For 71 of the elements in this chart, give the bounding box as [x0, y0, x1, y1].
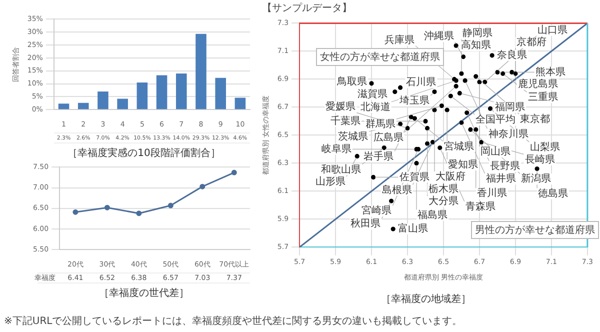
annotation: 沖縄県 — [424, 30, 454, 42]
point — [168, 202, 174, 208]
annotation: 広島県 — [373, 131, 404, 144]
bar — [136, 82, 148, 110]
annotation: 岩手県 — [364, 150, 394, 162]
point — [104, 204, 110, 210]
annotation: 全国平均 — [476, 114, 516, 126]
annotation: 愛知県 — [448, 158, 478, 171]
bar — [215, 78, 226, 110]
annotation: 長野県 — [490, 160, 520, 172]
point — [231, 170, 237, 176]
annotation: 宮城県 — [444, 140, 474, 152]
annotation: 鳥取県 — [336, 75, 367, 88]
annotation: 石川県 — [406, 76, 436, 88]
annotation: 大分県 — [428, 195, 458, 208]
annotation: 滋賀県 — [357, 88, 388, 100]
annotation: 女性の方が幸せな都道府県 — [316, 48, 444, 66]
bar — [196, 34, 206, 110]
annotation: 秋田県 — [350, 218, 381, 230]
annotation: 山形県 — [315, 176, 346, 188]
annotation: 大阪府 — [435, 170, 466, 183]
annotation: 長崎県 — [524, 153, 555, 166]
annotation: 千葉県 — [330, 114, 360, 127]
annotation: 神奈川県 — [488, 128, 528, 140]
annotation: 福島県 — [417, 208, 448, 221]
annotation: 富山県 — [398, 222, 428, 235]
annotation: 和歌山県 — [321, 163, 362, 176]
annotation: 青森県 — [465, 200, 496, 213]
annotation: 北海道 — [360, 100, 390, 113]
annotation: 熊本県 — [535, 66, 566, 78]
annotation: 三重県 — [528, 91, 558, 104]
bar — [98, 92, 108, 110]
text: 【サンプルデータ】 — [262, 2, 352, 15]
annotation: 福岡県 — [494, 100, 525, 113]
point — [72, 209, 78, 215]
annotation: 東京都 — [520, 113, 550, 126]
annotation: 愛媛県 — [326, 100, 356, 113]
annotation: 奈良県 — [497, 48, 528, 61]
bar — [117, 98, 128, 110]
annotation: 新潟県 — [520, 172, 551, 185]
annotation: 山梨県 — [530, 141, 560, 154]
annotation: 徳島県 — [538, 187, 568, 200]
annotation: 鹿児島県 — [518, 78, 558, 90]
annotation: 京都府 — [516, 36, 546, 48]
annotation: 男性の方が幸せな都道府県 — [471, 221, 599, 239]
annotation: 高知県 — [461, 39, 492, 52]
annotation: 埼玉県 — [398, 94, 430, 107]
annotation: 岐阜県 — [321, 142, 352, 155]
text: ［幸福度実感の10段階評価割合］ — [66, 146, 222, 160]
bar — [156, 75, 168, 110]
annotation: 兵庫県 — [384, 34, 414, 46]
text: ［幸福度の世代差］ — [98, 286, 190, 300]
annotation: 山口県 — [537, 24, 568, 36]
annotation: 宮崎県 — [362, 204, 392, 217]
annotation: 香川県 — [476, 187, 507, 200]
annotation: 静岡県 — [462, 27, 492, 40]
bar — [234, 98, 246, 110]
point — [136, 210, 142, 216]
bar — [78, 102, 89, 110]
annotation: 栃木県 — [428, 182, 458, 195]
bar — [176, 73, 187, 110]
annotation: 群馬県 — [365, 118, 396, 130]
annotation: 島根県 — [382, 184, 412, 196]
annotation: 佐賀県 — [399, 170, 430, 183]
annotation: 岡山県 — [480, 146, 510, 158]
text: ［幸福度の地域差］ — [380, 292, 472, 306]
bar — [58, 104, 70, 110]
point — [200, 184, 206, 190]
annotation: 茨城県 — [338, 130, 368, 143]
annotation: 福井県 — [486, 172, 516, 185]
text: ※下記URLで公開しているレポートには、幸福度頻度や世代差に関する男女の違いも掲載しています。 — [4, 314, 462, 328]
